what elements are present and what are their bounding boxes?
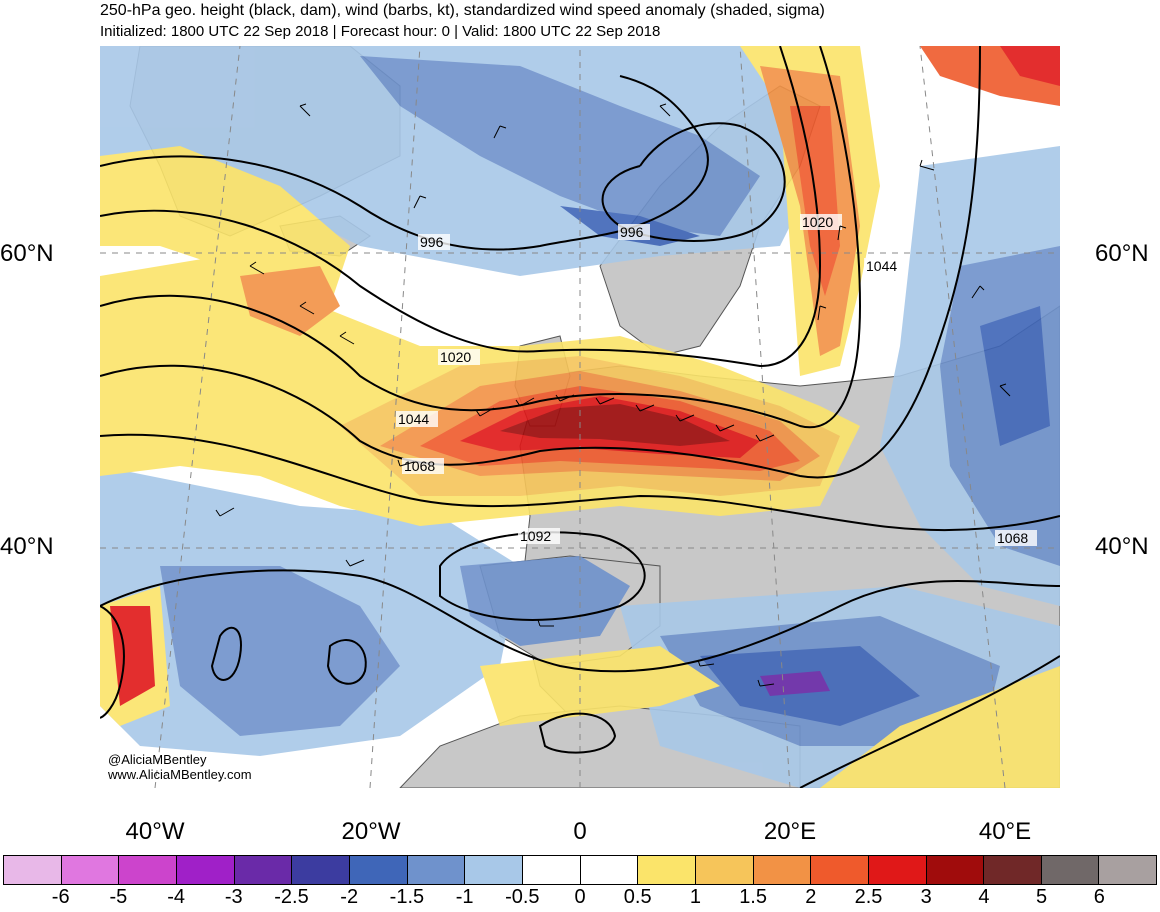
- colorbar-tick-label: -0.5: [505, 886, 540, 908]
- contour-1068: [100, 46, 981, 479]
- chart-title: 250-hPa geo. height (black, dam), wind (…: [100, 2, 825, 19]
- contour-1092-closed: [439, 531, 646, 621]
- colorbar-swatch: [926, 856, 985, 884]
- shade-neg-2-5-med: [760, 671, 830, 696]
- wind-barbs: [215, 103, 1011, 687]
- colorbar-swatch: [349, 856, 408, 884]
- credit-website: www.AliciaMBentley.com: [108, 767, 252, 782]
- colorbar-tick-label: -6: [51, 886, 70, 908]
- contour-label: 1044: [866, 258, 897, 274]
- colorbar-swatch: [61, 856, 120, 884]
- colorbar-tick-label: -4: [167, 886, 185, 908]
- contour-label: 1068: [997, 530, 1028, 546]
- colorbar-tick-label: -5: [109, 886, 128, 908]
- lon-label-40w: 40°W: [125, 818, 185, 845]
- colorbar-tick-label: -2.5: [274, 886, 309, 908]
- colorbar-swatch: [119, 856, 177, 884]
- colorbar-tick-label: -1: [455, 886, 474, 908]
- shade-neg-1-5-east: [980, 306, 1050, 446]
- colorbar-swatch: [234, 856, 293, 884]
- shade-pos-med-band: [480, 646, 720, 726]
- colorbar-tick-label: 0: [574, 886, 586, 908]
- lat-label-40n-left: 40°N: [0, 533, 54, 560]
- contour-small-2: [326, 639, 367, 685]
- colorbar-tick-label: 1.5: [739, 886, 767, 908]
- contour-996-east: [601, 122, 786, 242]
- contour-1044: [100, 46, 862, 429]
- contour-1116: [100, 569, 1060, 673]
- lat-label-40n-right: 40°N: [1095, 533, 1149, 560]
- colorbar-tick-label: 5: [1036, 886, 1048, 908]
- colorbar-swatch: [811, 856, 869, 884]
- contour-small-1: [210, 626, 242, 681]
- lat-label-60n-right: 60°N: [1095, 240, 1149, 267]
- lat-label-60n-left: 60°N: [0, 240, 54, 267]
- colorbar: [3, 855, 1157, 885]
- colorbar-swatch: [984, 856, 1042, 884]
- height-contours: [100, 46, 1060, 788]
- contour-sw: [100, 605, 125, 719]
- lon-label-20e: 20°E: [763, 818, 817, 845]
- colorbar-tick-label: 3: [920, 886, 932, 908]
- colorbar-swatch: [176, 856, 235, 884]
- contour-label: 996: [420, 234, 444, 250]
- credit-handle: @AliciaMBentley: [108, 752, 207, 767]
- colorbar-swatch: [292, 856, 350, 884]
- contour-label: 1044: [398, 411, 429, 427]
- chart-subtitle: Initialized: 1800 UTC 22 Sep 2018 | Fore…: [100, 23, 661, 40]
- colorbar-tick-label: -2: [340, 886, 359, 908]
- contour-small-3: [538, 712, 617, 754]
- contour-996-west: [100, 75, 709, 251]
- colorbar-swatch: [695, 856, 754, 884]
- colorbar-swatch: [465, 856, 523, 884]
- colorbar-swatch: [638, 856, 696, 884]
- colorbar-swatch: [868, 856, 927, 884]
- colorbar-swatch: [407, 856, 466, 884]
- anomaly-shading: [100, 46, 1060, 788]
- shade-neg-1-atl: [160, 566, 400, 736]
- shade-neg-1-north: [360, 56, 760, 236]
- contour-1092-band: [100, 433, 1060, 532]
- shade-pos-se-band: [820, 666, 1060, 788]
- map-canvas: 996 996 1020 1020 1044 1044 1068 1068 10…: [100, 46, 1060, 788]
- colorbar-swatch: [522, 856, 581, 884]
- contour-label: 1020: [440, 349, 471, 365]
- colorbar-tick-label: 6: [1093, 886, 1105, 908]
- lon-label-0: 0: [573, 818, 587, 845]
- shade-pos-3-jet: [500, 404, 730, 446]
- contour-se: [799, 655, 1060, 788]
- shade-pos-greenland-jet: [100, 146, 350, 306]
- colorbar-swatch: [1041, 856, 1100, 884]
- colorbar-tick-label: 1: [689, 886, 701, 908]
- graticule: [100, 46, 1060, 788]
- colorbar-tick-label: -1.5: [389, 886, 425, 908]
- contour-label: 996: [620, 224, 644, 240]
- contour-label: 1020: [802, 214, 833, 230]
- colorbar-tick-label: 4: [978, 886, 990, 908]
- contour-label: 1068: [404, 458, 435, 474]
- shade-pos-ne-core: [1000, 46, 1060, 86]
- colorbar-tick-label: 0.5: [623, 886, 652, 908]
- colorbar-swatch: [753, 856, 812, 884]
- contour-label-group: 996 996 1020 1020 1044 1044 1068 1068 10…: [396, 214, 1037, 546]
- colorbar-tick-label: -3: [224, 886, 243, 908]
- colorbar-swatch: [1099, 856, 1157, 884]
- shade-pos-2-norway: [790, 106, 840, 296]
- colorbar-swatch: [580, 856, 639, 884]
- shade-pos-1-greenland-jet: [240, 266, 340, 336]
- colorbar-tick-label: 2: [805, 886, 817, 908]
- shade-neg-1-iberia: [460, 556, 630, 646]
- lon-label-40e: 40°E: [978, 818, 1032, 845]
- contour-label: 1092: [520, 528, 551, 544]
- colorbar-swatch: [4, 856, 62, 884]
- colorbar-tick-label: 2.5: [854, 886, 883, 908]
- lon-label-20w: 20°W: [341, 818, 401, 845]
- weather-map: 996 996 1020 1020 1044 1044 1068 1068 10…: [100, 46, 1060, 788]
